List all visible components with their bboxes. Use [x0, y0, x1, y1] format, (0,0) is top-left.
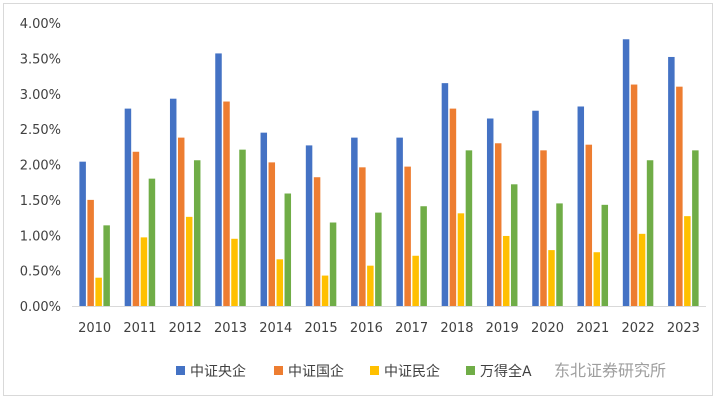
bar-series-2	[630, 84, 638, 306]
bar-series-2	[132, 151, 140, 306]
x-tick-label: 2015	[305, 321, 338, 336]
legend-label: 中证央企	[190, 363, 246, 380]
y-tick-label: 3.50%	[20, 52, 61, 67]
bar-series-1	[215, 53, 222, 306]
bar-series-3	[276, 259, 284, 306]
legend-swatch	[274, 366, 283, 375]
bar-series-2	[177, 137, 185, 306]
bar-series-1	[260, 132, 268, 306]
bar-series-1	[305, 145, 313, 306]
bar-series-3	[412, 255, 419, 306]
x-tick-label: 2020	[531, 321, 564, 336]
bar-series-4	[284, 193, 292, 306]
bar-series-3	[185, 216, 193, 306]
bar-series-2	[359, 167, 366, 306]
chart-frame	[3, 3, 713, 396]
bar-series-1	[622, 39, 630, 307]
bar-series-2	[404, 166, 411, 306]
bar-series-4	[465, 150, 473, 306]
bar-series-4	[103, 225, 110, 306]
y-tick-label: 0.50%	[20, 265, 61, 280]
bar-series-4	[646, 160, 654, 306]
bar-series-4	[692, 150, 699, 306]
x-tick-label: 2019	[486, 321, 519, 336]
bar-series-2	[585, 144, 593, 306]
bar-series-4	[375, 212, 382, 306]
bar-series-4	[329, 222, 337, 306]
bar-series-1	[668, 56, 675, 307]
y-tick-label: 1.50%	[20, 194, 61, 209]
x-tick-label: 2012	[169, 321, 202, 336]
legend-label: 中证国企	[288, 363, 344, 380]
bar-series-1	[532, 110, 539, 306]
bar-series-4	[193, 160, 201, 306]
x-tick-label: 2021	[576, 321, 609, 336]
legend: 中证央企 中证国企 中证民企 万得全A	[176, 363, 532, 380]
bar-series-3	[502, 235, 510, 306]
legend-swatch	[370, 366, 379, 375]
y-tick-label: 2.00%	[20, 159, 61, 174]
bar-series-2	[449, 108, 457, 306]
bar-series-4	[510, 184, 518, 306]
x-tick-label: 2016	[350, 321, 383, 336]
bar-series-1	[577, 106, 585, 307]
bar-series-3	[684, 216, 691, 306]
bar-series-1	[486, 118, 494, 306]
bar-series-4	[420, 206, 427, 306]
bars	[79, 39, 699, 307]
watermark-text: 东北证券研究所	[554, 361, 666, 380]
bar-series-1	[396, 137, 403, 306]
bar-series-1	[124, 108, 132, 306]
bar-series-3	[140, 237, 148, 306]
bar-series-3	[321, 275, 329, 306]
y-tick-label: 2.50%	[20, 123, 61, 138]
bar-series-3	[593, 252, 601, 306]
x-tick-label: 2022	[622, 321, 655, 336]
bar-series-3	[548, 250, 555, 306]
bar-series-2	[87, 199, 94, 307]
legend-swatch	[176, 366, 185, 375]
bar-series-1	[79, 161, 86, 306]
bar-series-2	[676, 86, 683, 306]
bar-series-1	[169, 98, 177, 306]
bar-series-4	[556, 203, 563, 306]
bar-series-1	[441, 83, 449, 306]
legend-label: 中证民企	[384, 363, 440, 380]
legend-swatch	[466, 366, 475, 375]
x-tick-label: 2017	[395, 321, 428, 336]
bar-series-3	[457, 213, 465, 306]
bar-series-2	[313, 177, 321, 306]
bar-series-4	[239, 149, 246, 306]
x-axis: 2010 2011 2012 2013 2014 2015 2016 2017 2018 2019…	[78, 321, 700, 336]
bar-series-2	[268, 162, 276, 306]
bar-series-1	[351, 137, 358, 306]
x-tick-label: 2011	[123, 321, 156, 336]
bar-series-3	[638, 233, 646, 306]
legend-label: 万得全A	[480, 363, 532, 380]
x-tick-label: 2023	[667, 321, 700, 336]
y-tick-label: 3.00%	[20, 88, 61, 103]
bar-series-3	[367, 265, 374, 306]
bar-series-2	[540, 150, 547, 306]
x-tick-label: 2014	[259, 321, 292, 336]
x-tick-label: 2018	[440, 321, 473, 336]
bar-series-3	[231, 238, 238, 306]
y-tick-label: 4.00%	[20, 17, 61, 32]
x-tick-label: 2010	[78, 321, 111, 336]
y-axis: 0.00% 0.50% 1.00% 1.50% 2.00% 2.50% 3.00% 3.50%…	[20, 17, 61, 315]
bar-series-3	[95, 277, 102, 306]
bar-series-4	[601, 204, 609, 306]
bar-series-4	[148, 178, 156, 306]
y-tick-label: 0.00%	[20, 300, 61, 315]
y-tick-label: 1.00%	[20, 229, 61, 244]
x-tick-label: 2013	[214, 321, 247, 336]
bar-series-2	[223, 101, 230, 306]
bar-series-2	[494, 143, 502, 306]
